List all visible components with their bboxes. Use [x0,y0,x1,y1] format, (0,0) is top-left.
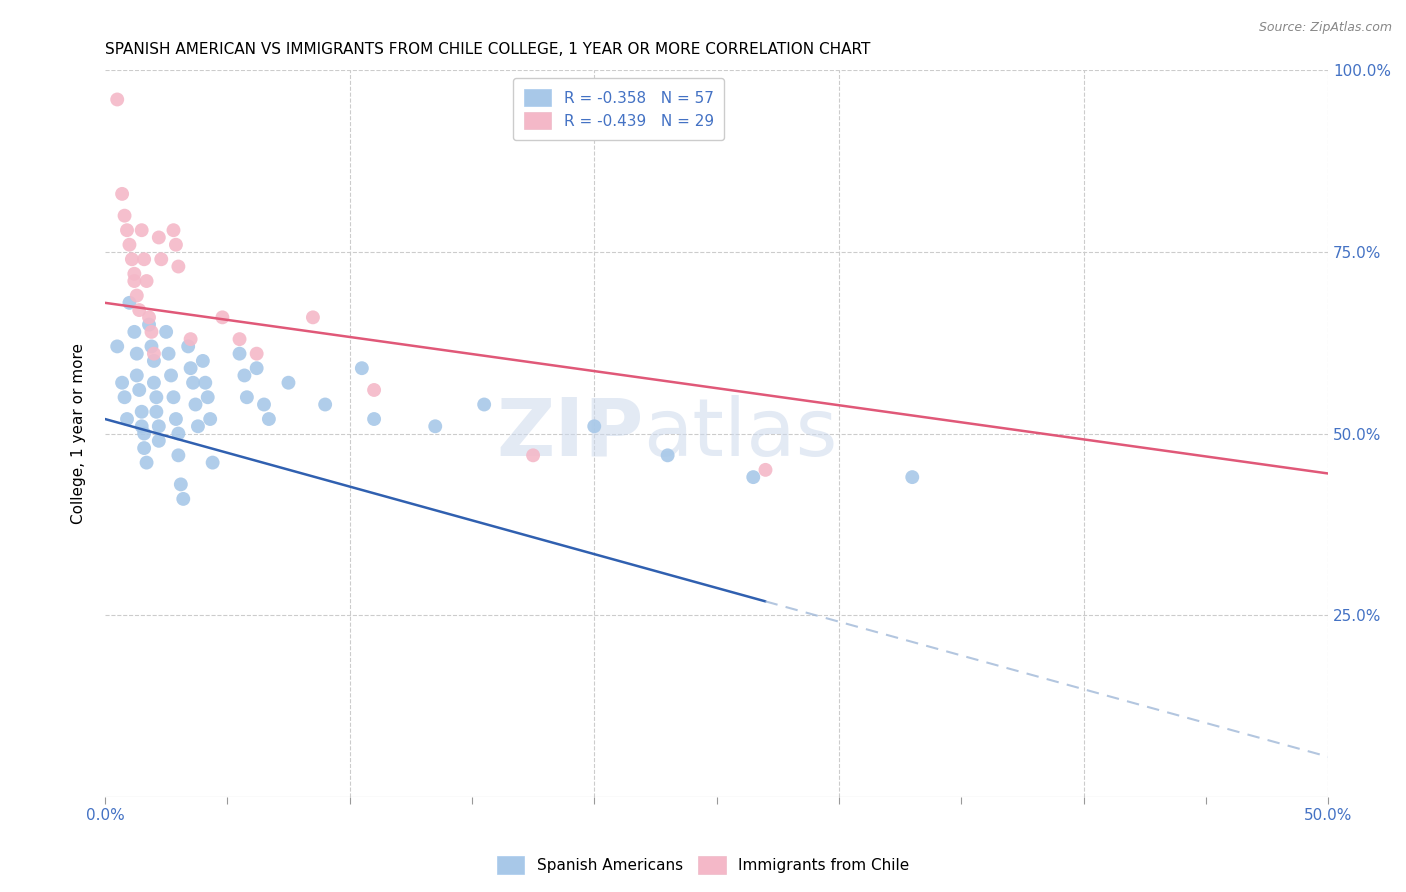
Point [363,383,385,397]
Point [228,346,250,360]
Point [246,346,269,360]
Point [177,339,200,353]
Point [105,93,128,107]
Point [425,419,447,434]
Point [124,325,146,339]
Point [134,441,156,455]
Point [131,223,153,237]
Point [181,376,204,390]
Point [165,412,187,426]
Point [170,477,193,491]
Point [128,303,150,318]
Point [114,390,136,404]
Point [118,295,141,310]
Point [115,412,138,426]
Point [172,491,194,506]
Point [124,267,146,281]
Legend: R = -0.358   N = 57, R = -0.439   N = 29: R = -0.358 N = 57, R = -0.439 N = 29 [513,78,724,140]
Point [135,456,157,470]
Point [145,405,167,419]
Point [472,397,495,411]
Point [522,448,544,462]
Point [180,361,202,376]
Point [115,223,138,237]
Point [191,354,214,368]
Point [211,310,233,325]
Point [131,419,153,434]
Text: ZIP: ZIP [496,394,643,473]
Point [363,412,385,426]
Point [901,470,924,484]
Point [142,376,165,390]
Point [118,237,141,252]
Point [162,223,184,237]
Point [135,274,157,288]
Point [194,376,217,390]
Point [157,346,180,360]
Point [121,252,143,267]
Point [253,397,276,411]
Point [105,339,128,353]
Point [155,325,177,339]
Point [167,260,190,274]
Point [134,426,156,441]
Point [350,361,373,376]
Point [148,434,170,448]
Point [150,252,173,267]
Point [125,368,148,383]
Point [145,390,167,404]
Point [124,274,146,288]
Y-axis label: College, 1 year or more: College, 1 year or more [72,343,86,524]
Point [233,368,256,383]
Point [142,354,165,368]
Point [125,346,148,360]
Text: Source: ZipAtlas.com: Source: ZipAtlas.com [1258,21,1392,34]
Legend: Spanish Americans, Immigrants from Chile: Spanish Americans, Immigrants from Chile [491,850,915,880]
Point [257,412,280,426]
Point [180,332,202,346]
Point [165,237,187,252]
Point [142,346,165,360]
Point [141,339,163,353]
Point [754,463,776,477]
Point [114,209,136,223]
Text: atlas: atlas [643,394,838,473]
Point [141,325,163,339]
Point [198,412,221,426]
Point [314,397,336,411]
Point [184,397,207,411]
Point [167,448,190,462]
Point [125,288,148,302]
Point [111,186,134,201]
Point [138,318,160,332]
Point [148,419,170,434]
Point [201,456,224,470]
Point [187,419,209,434]
Point [197,390,219,404]
Point [128,383,150,397]
Point [302,310,325,325]
Point [160,368,183,383]
Point [148,230,170,244]
Point [246,361,269,376]
Point [228,332,250,346]
Point [131,405,153,419]
Point [134,252,156,267]
Point [657,448,679,462]
Point [742,470,765,484]
Point [583,419,606,434]
Point [162,390,184,404]
Point [111,376,134,390]
Point [236,390,259,404]
Text: SPANISH AMERICAN VS IMMIGRANTS FROM CHILE COLLEGE, 1 YEAR OR MORE CORRELATION CH: SPANISH AMERICAN VS IMMIGRANTS FROM CHIL… [105,42,870,57]
Point [138,310,160,325]
Point [167,426,190,441]
Point [277,376,299,390]
